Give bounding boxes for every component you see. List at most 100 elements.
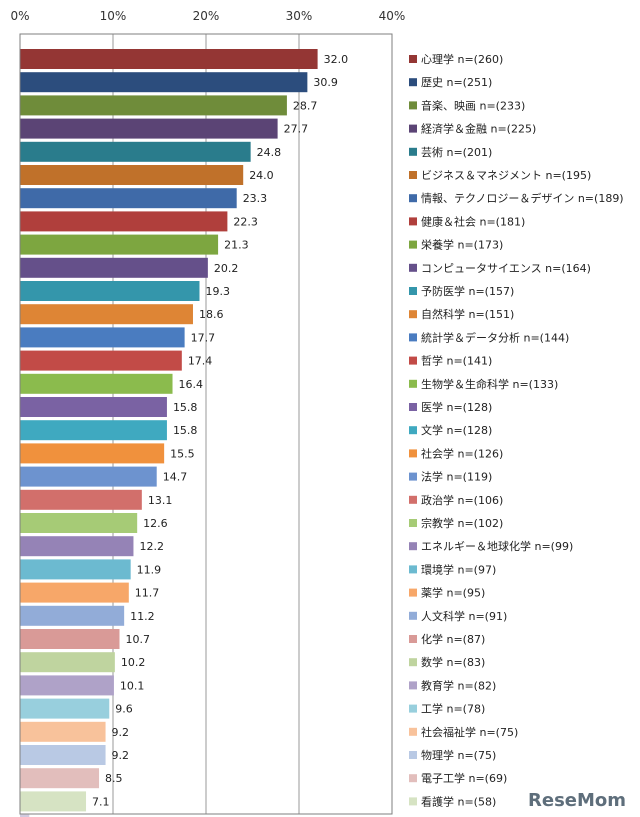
bar — [20, 234, 219, 255]
bar-value-label: 10.1 — [120, 679, 144, 692]
legend-entry-label: 社会学 n=(126) — [421, 446, 503, 460]
bar — [20, 443, 165, 464]
bar — [20, 791, 87, 812]
bar — [20, 188, 237, 209]
legend-entry-label: 芸術 n=(201) — [421, 146, 492, 159]
legend-entry-label: 情報、テクノロジー＆デザイン n=(189) — [421, 191, 624, 205]
x-tick-label: 40% — [379, 9, 406, 23]
legend-entry-label: 電子工学 n=(69) — [421, 771, 507, 785]
legend-entry-label: 健康＆社会 n=(181) — [421, 214, 525, 228]
legend-entry-label: ビジネス＆マネジメント n=(195) — [421, 169, 591, 182]
bar — [20, 373, 173, 394]
legend-swatch — [409, 426, 417, 435]
legend-swatch — [409, 101, 417, 110]
x-tick-label: 10% — [100, 9, 127, 23]
legend-entry-label: 哲学 n=(141) — [421, 354, 492, 368]
bar-value-label: 11.2 — [130, 610, 155, 623]
bar — [20, 327, 185, 348]
bar-value-label: 8.5 — [105, 772, 123, 785]
legend-swatch — [409, 635, 417, 643]
bar-value-label: 27.7 — [284, 123, 309, 136]
legend-swatch — [409, 310, 417, 319]
bar-value-label: 11.7 — [135, 587, 160, 600]
bar-value-label: 16.4 — [179, 378, 204, 391]
plot-area-frame — [19, 33, 393, 815]
bar — [20, 675, 114, 696]
watermark-text: ReseMom — [528, 790, 626, 811]
legend-entry-label: 栄養学 n=(173) — [421, 238, 503, 252]
legend-swatch — [409, 751, 417, 759]
legend-entry-label: 物理学 n=(75) — [421, 748, 496, 762]
legend-swatch — [409, 542, 417, 551]
bar — [20, 420, 167, 441]
legend-entry-label: 工学 n=(78) — [421, 702, 485, 716]
bar-value-label: 17.4 — [188, 355, 213, 368]
legend-swatch — [409, 263, 417, 272]
bar — [20, 582, 129, 603]
bar-value-label: 10.2 — [121, 656, 146, 669]
x-axis-ticks: 0% 10% 20% 30% 40% — [10, 9, 405, 23]
legend-swatch — [409, 194, 417, 203]
legend-swatch — [409, 379, 417, 388]
bar-value-label: 15.8 — [173, 424, 198, 437]
legend-swatch — [409, 55, 417, 63]
legend-swatch — [409, 519, 417, 527]
legend-entry-label: 生物学＆生命科学 n=(133) — [421, 377, 558, 391]
bar-value-label: 22.3 — [233, 215, 258, 228]
bar — [20, 397, 167, 417]
x-tick-label: 0% — [10, 9, 29, 23]
bar-value-label: 23.3 — [243, 192, 268, 205]
bar-value-label: 9.2 — [112, 726, 130, 739]
legend-swatch — [409, 658, 417, 667]
bar-value-label: 13.1 — [148, 494, 173, 507]
bar-value-label: 12.6 — [143, 517, 168, 530]
bar — [20, 165, 244, 185]
legend-entry-label: 心理学 n=(260) — [421, 52, 503, 66]
bar-value-label: 18.6 — [199, 308, 224, 321]
bar — [20, 350, 182, 371]
legend-entry-label: 経済学＆金融 n=(225) — [421, 122, 536, 136]
bar — [20, 49, 318, 69]
legend-entry-label: 自然科学 n=(151) — [421, 307, 514, 321]
legend-entry-label: 法学 n=(119) — [421, 470, 492, 484]
bar-value-label: 20.2 — [214, 262, 239, 275]
chart-bars — [20, 49, 318, 817]
bar-value-label: 15.5 — [170, 447, 195, 460]
x-tick-label: 20% — [193, 9, 220, 23]
bar-value-label: 17.7 — [191, 331, 216, 344]
bar — [20, 536, 134, 557]
bar — [20, 629, 120, 649]
legend-swatch — [409, 495, 417, 504]
bar — [20, 281, 200, 301]
bar — [20, 118, 278, 139]
bar — [20, 745, 106, 765]
bar — [20, 605, 125, 626]
legend-swatch — [409, 78, 417, 87]
bar-value-label: 7.1 — [92, 795, 110, 808]
legend-entry-label: 医学 n=(128) — [421, 400, 492, 414]
legend-swatch — [409, 797, 417, 806]
legend-entry-label: 社会福祉学 n=(75) — [421, 725, 518, 739]
bar — [20, 304, 193, 325]
bar — [20, 95, 287, 116]
legend-swatch — [409, 217, 417, 226]
bar-value-label: 24.8 — [257, 146, 282, 159]
value-labels: 32.0 30.9 28.7 27.724.8 24.0 23.3 22.3 21.3 20.2… — [92, 53, 348, 808]
legend-swatch — [409, 449, 417, 458]
resemom-logo: ReseMom — [528, 790, 626, 811]
legend-swatch — [409, 147, 417, 156]
legend-entry-label: 教育学 n=(82) — [421, 678, 496, 692]
bar-value-label: 12.2 — [139, 540, 164, 553]
legend-swatch — [409, 124, 417, 133]
legend-swatch — [409, 333, 417, 342]
legend-swatch — [409, 240, 417, 249]
bar — [20, 141, 251, 162]
bar-value-label: 14.7 — [163, 471, 188, 484]
legend: 心理学 n=(260) 歴史 n=(251) 音楽、映画 n=(233) 経済学＆金融… — [409, 52, 624, 808]
bar — [20, 513, 138, 533]
legend-swatch — [409, 171, 417, 179]
legend-entry-label: 文学 n=(128) — [421, 423, 492, 437]
bar-value-label: 30.9 — [313, 76, 338, 89]
legend-swatch — [409, 681, 417, 690]
